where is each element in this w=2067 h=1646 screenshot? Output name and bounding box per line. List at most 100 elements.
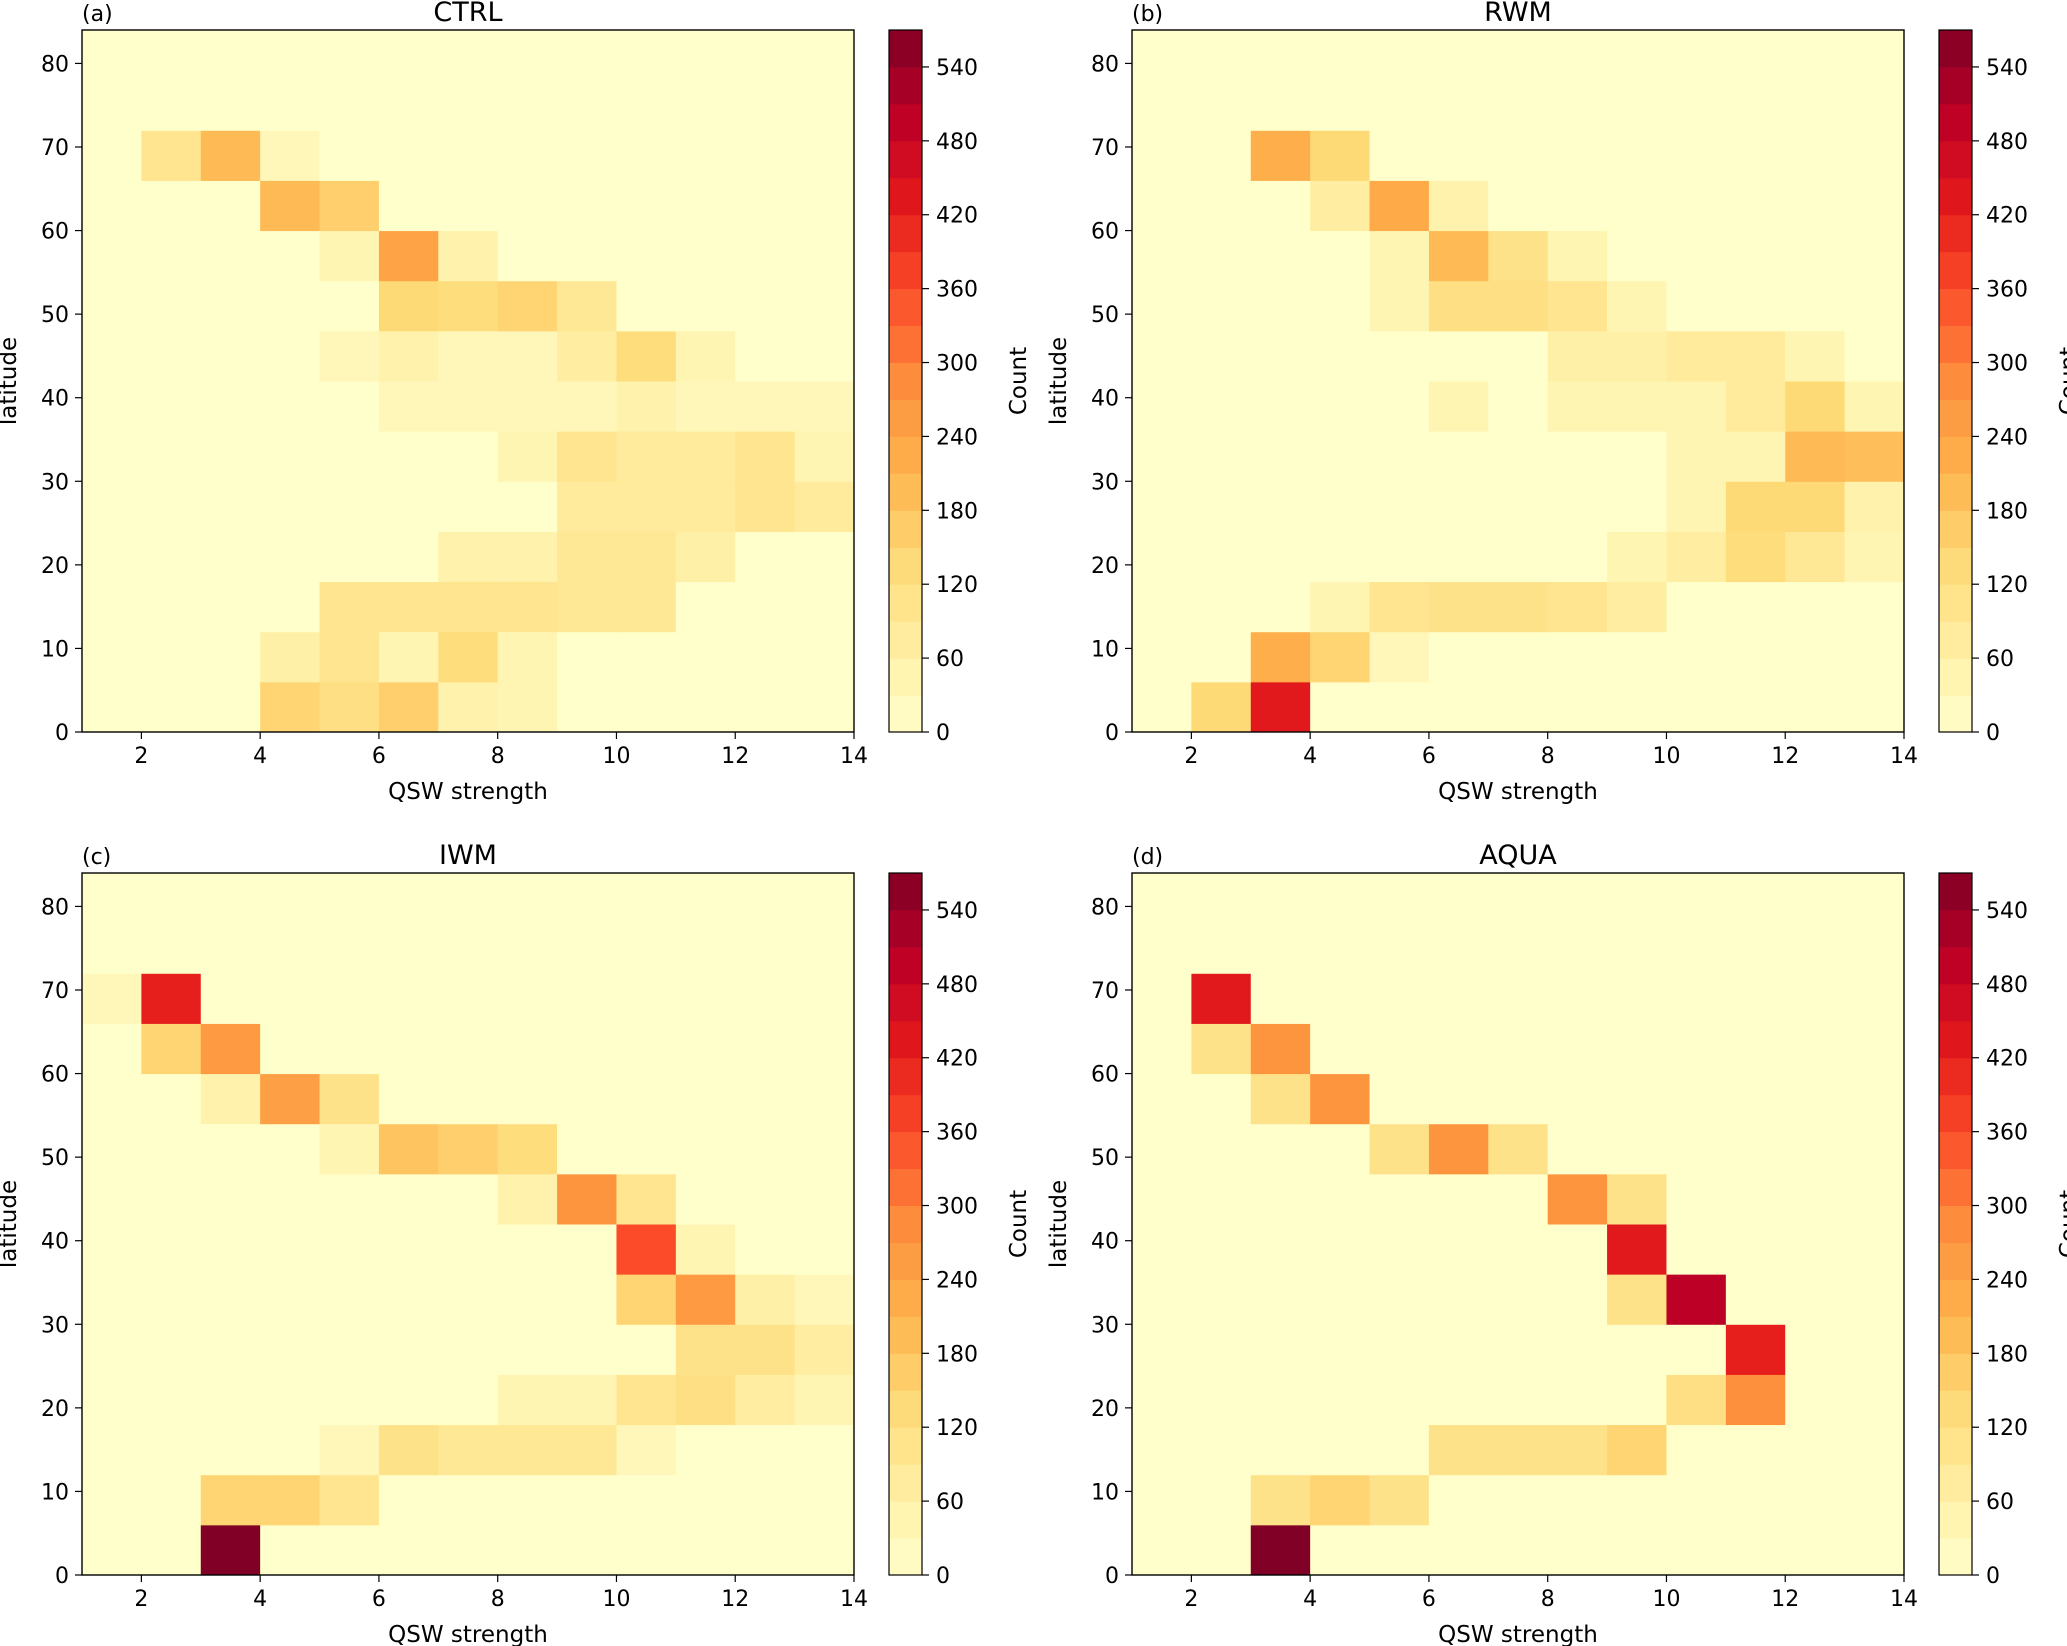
heatmap-cell bbox=[1725, 280, 1786, 332]
heatmap-cell bbox=[497, 80, 558, 131]
heatmap-cell bbox=[200, 1173, 261, 1225]
heatmap-cell bbox=[735, 30, 796, 81]
heatmap-cell bbox=[735, 330, 796, 382]
heatmap-cell bbox=[378, 1274, 439, 1325]
heatmap-cell bbox=[1666, 1524, 1727, 1576]
colorbar-tick-label: 0 bbox=[1986, 1564, 2000, 1589]
heatmap-cell bbox=[319, 1424, 380, 1476]
heatmap-cell bbox=[260, 381, 321, 432]
heatmap-cell bbox=[1250, 1524, 1311, 1576]
heatmap-cell bbox=[1488, 1224, 1549, 1275]
heatmap-cell bbox=[378, 1324, 439, 1375]
colorbar-tick-label: 120 bbox=[936, 1416, 978, 1441]
heatmap-cell bbox=[1547, 681, 1608, 733]
heatmap-cell bbox=[1785, 381, 1846, 432]
heatmap-cell bbox=[1369, 923, 1430, 974]
colorbar-segment bbox=[889, 1094, 922, 1133]
heatmap-cell bbox=[1428, 923, 1489, 974]
plot-frame bbox=[81, 872, 855, 1576]
heatmap-cell bbox=[616, 431, 677, 482]
heatmap-cell bbox=[1369, 1023, 1430, 1075]
heatmap-cell bbox=[1488, 681, 1549, 733]
heatmap-cell bbox=[1547, 381, 1608, 432]
y-tick-label: 30 bbox=[1091, 470, 1119, 495]
heatmap-cell bbox=[1310, 531, 1371, 583]
x-tick-label: 4 bbox=[1303, 1587, 1317, 1612]
heatmap-cell bbox=[200, 1524, 261, 1576]
heatmap-cell bbox=[497, 180, 558, 232]
heatmap-cell bbox=[1666, 1374, 1727, 1426]
heatmap-cell bbox=[1607, 1173, 1667, 1225]
heatmap-cell bbox=[1844, 80, 1905, 131]
heatmap-cell bbox=[378, 1224, 439, 1275]
heatmap-cell bbox=[735, 431, 796, 482]
heatmap-cell bbox=[497, 431, 558, 482]
heatmap-cell bbox=[735, 1023, 796, 1075]
x-tick-label: 6 bbox=[372, 1587, 386, 1612]
panel-label: (d) bbox=[1132, 845, 1163, 870]
heatmap-cell bbox=[675, 481, 736, 532]
heatmap-cell bbox=[1725, 1474, 1786, 1526]
heatmap-cell bbox=[438, 130, 499, 181]
colorbar-tick-label: 540 bbox=[936, 899, 978, 924]
heatmap-cell bbox=[497, 1224, 558, 1275]
x-tick-label: 14 bbox=[840, 744, 868, 769]
heatmap-cell bbox=[141, 230, 202, 282]
heatmap-cell bbox=[438, 1374, 499, 1426]
heatmap-cell bbox=[1488, 631, 1549, 683]
heatmap-cell bbox=[1844, 1424, 1905, 1476]
heatmap-cell bbox=[1844, 1023, 1905, 1075]
heatmap-cell bbox=[1607, 581, 1667, 633]
x-tick-label: 8 bbox=[1541, 1587, 1555, 1612]
colorbar-segment bbox=[1939, 1020, 1972, 1059]
heatmap-cell bbox=[1488, 1324, 1549, 1375]
heatmap-cell bbox=[1369, 1524, 1430, 1576]
heatmap-cell bbox=[1488, 581, 1549, 633]
heatmap-cell bbox=[200, 230, 261, 282]
heatmap-cell bbox=[557, 1274, 617, 1325]
heatmap-cell bbox=[497, 1274, 558, 1325]
colorbar: 0 60 120 180 240 300 360 420 480 540 Count bbox=[888, 29, 1032, 746]
heatmap-cell bbox=[438, 1073, 499, 1125]
heatmap-cell bbox=[557, 1073, 617, 1125]
heatmap-cell bbox=[1488, 1424, 1549, 1476]
heatmap-cell bbox=[1488, 30, 1549, 81]
heatmap-cell bbox=[141, 973, 202, 1024]
heatmap-cell bbox=[141, 531, 202, 583]
heatmap-cell bbox=[319, 923, 380, 974]
heatmap-cell bbox=[1428, 1424, 1489, 1476]
heatmap-cell bbox=[1547, 1173, 1608, 1225]
heatmap-cell bbox=[260, 1474, 321, 1526]
heatmap-cell bbox=[616, 180, 677, 232]
heatmap-cell bbox=[1488, 1524, 1549, 1576]
colorbar-segment bbox=[1939, 983, 1972, 1022]
heatmap-cell bbox=[438, 581, 499, 633]
heatmap-cell bbox=[1725, 1224, 1786, 1275]
y-tick-label: 30 bbox=[41, 1313, 69, 1338]
heatmap-cell bbox=[1785, 1123, 1846, 1175]
heatmap-cell bbox=[557, 531, 617, 583]
heatmap-cell bbox=[1428, 481, 1489, 532]
colorbar-segment bbox=[889, 510, 922, 548]
heatmap-cell bbox=[200, 1224, 261, 1275]
heatmap-cell bbox=[200, 1073, 261, 1125]
heatmap-cell bbox=[438, 531, 499, 583]
x-tick-label: 4 bbox=[1303, 744, 1317, 769]
heatmap-cell bbox=[260, 330, 321, 382]
heatmap-cell bbox=[438, 1173, 499, 1225]
heatmap-cell bbox=[319, 80, 380, 131]
heatmap-cell bbox=[378, 531, 439, 583]
heatmap-cell bbox=[378, 1474, 439, 1526]
heatmap-cell bbox=[1250, 1023, 1311, 1075]
x-tick-label: 2 bbox=[1184, 744, 1198, 769]
heatmap-cell bbox=[1250, 873, 1311, 924]
heatmap-cell bbox=[1607, 1023, 1667, 1075]
heatmap-cell bbox=[1547, 1224, 1608, 1275]
heatmap-cell bbox=[1666, 381, 1727, 432]
heatmap-cell bbox=[735, 80, 796, 131]
heatmap-cell bbox=[82, 130, 142, 181]
heatmap-cell bbox=[1547, 280, 1608, 332]
heatmap-cell bbox=[557, 1123, 617, 1175]
heatmap-cell bbox=[1428, 681, 1489, 733]
heatmap-cell bbox=[616, 581, 677, 633]
